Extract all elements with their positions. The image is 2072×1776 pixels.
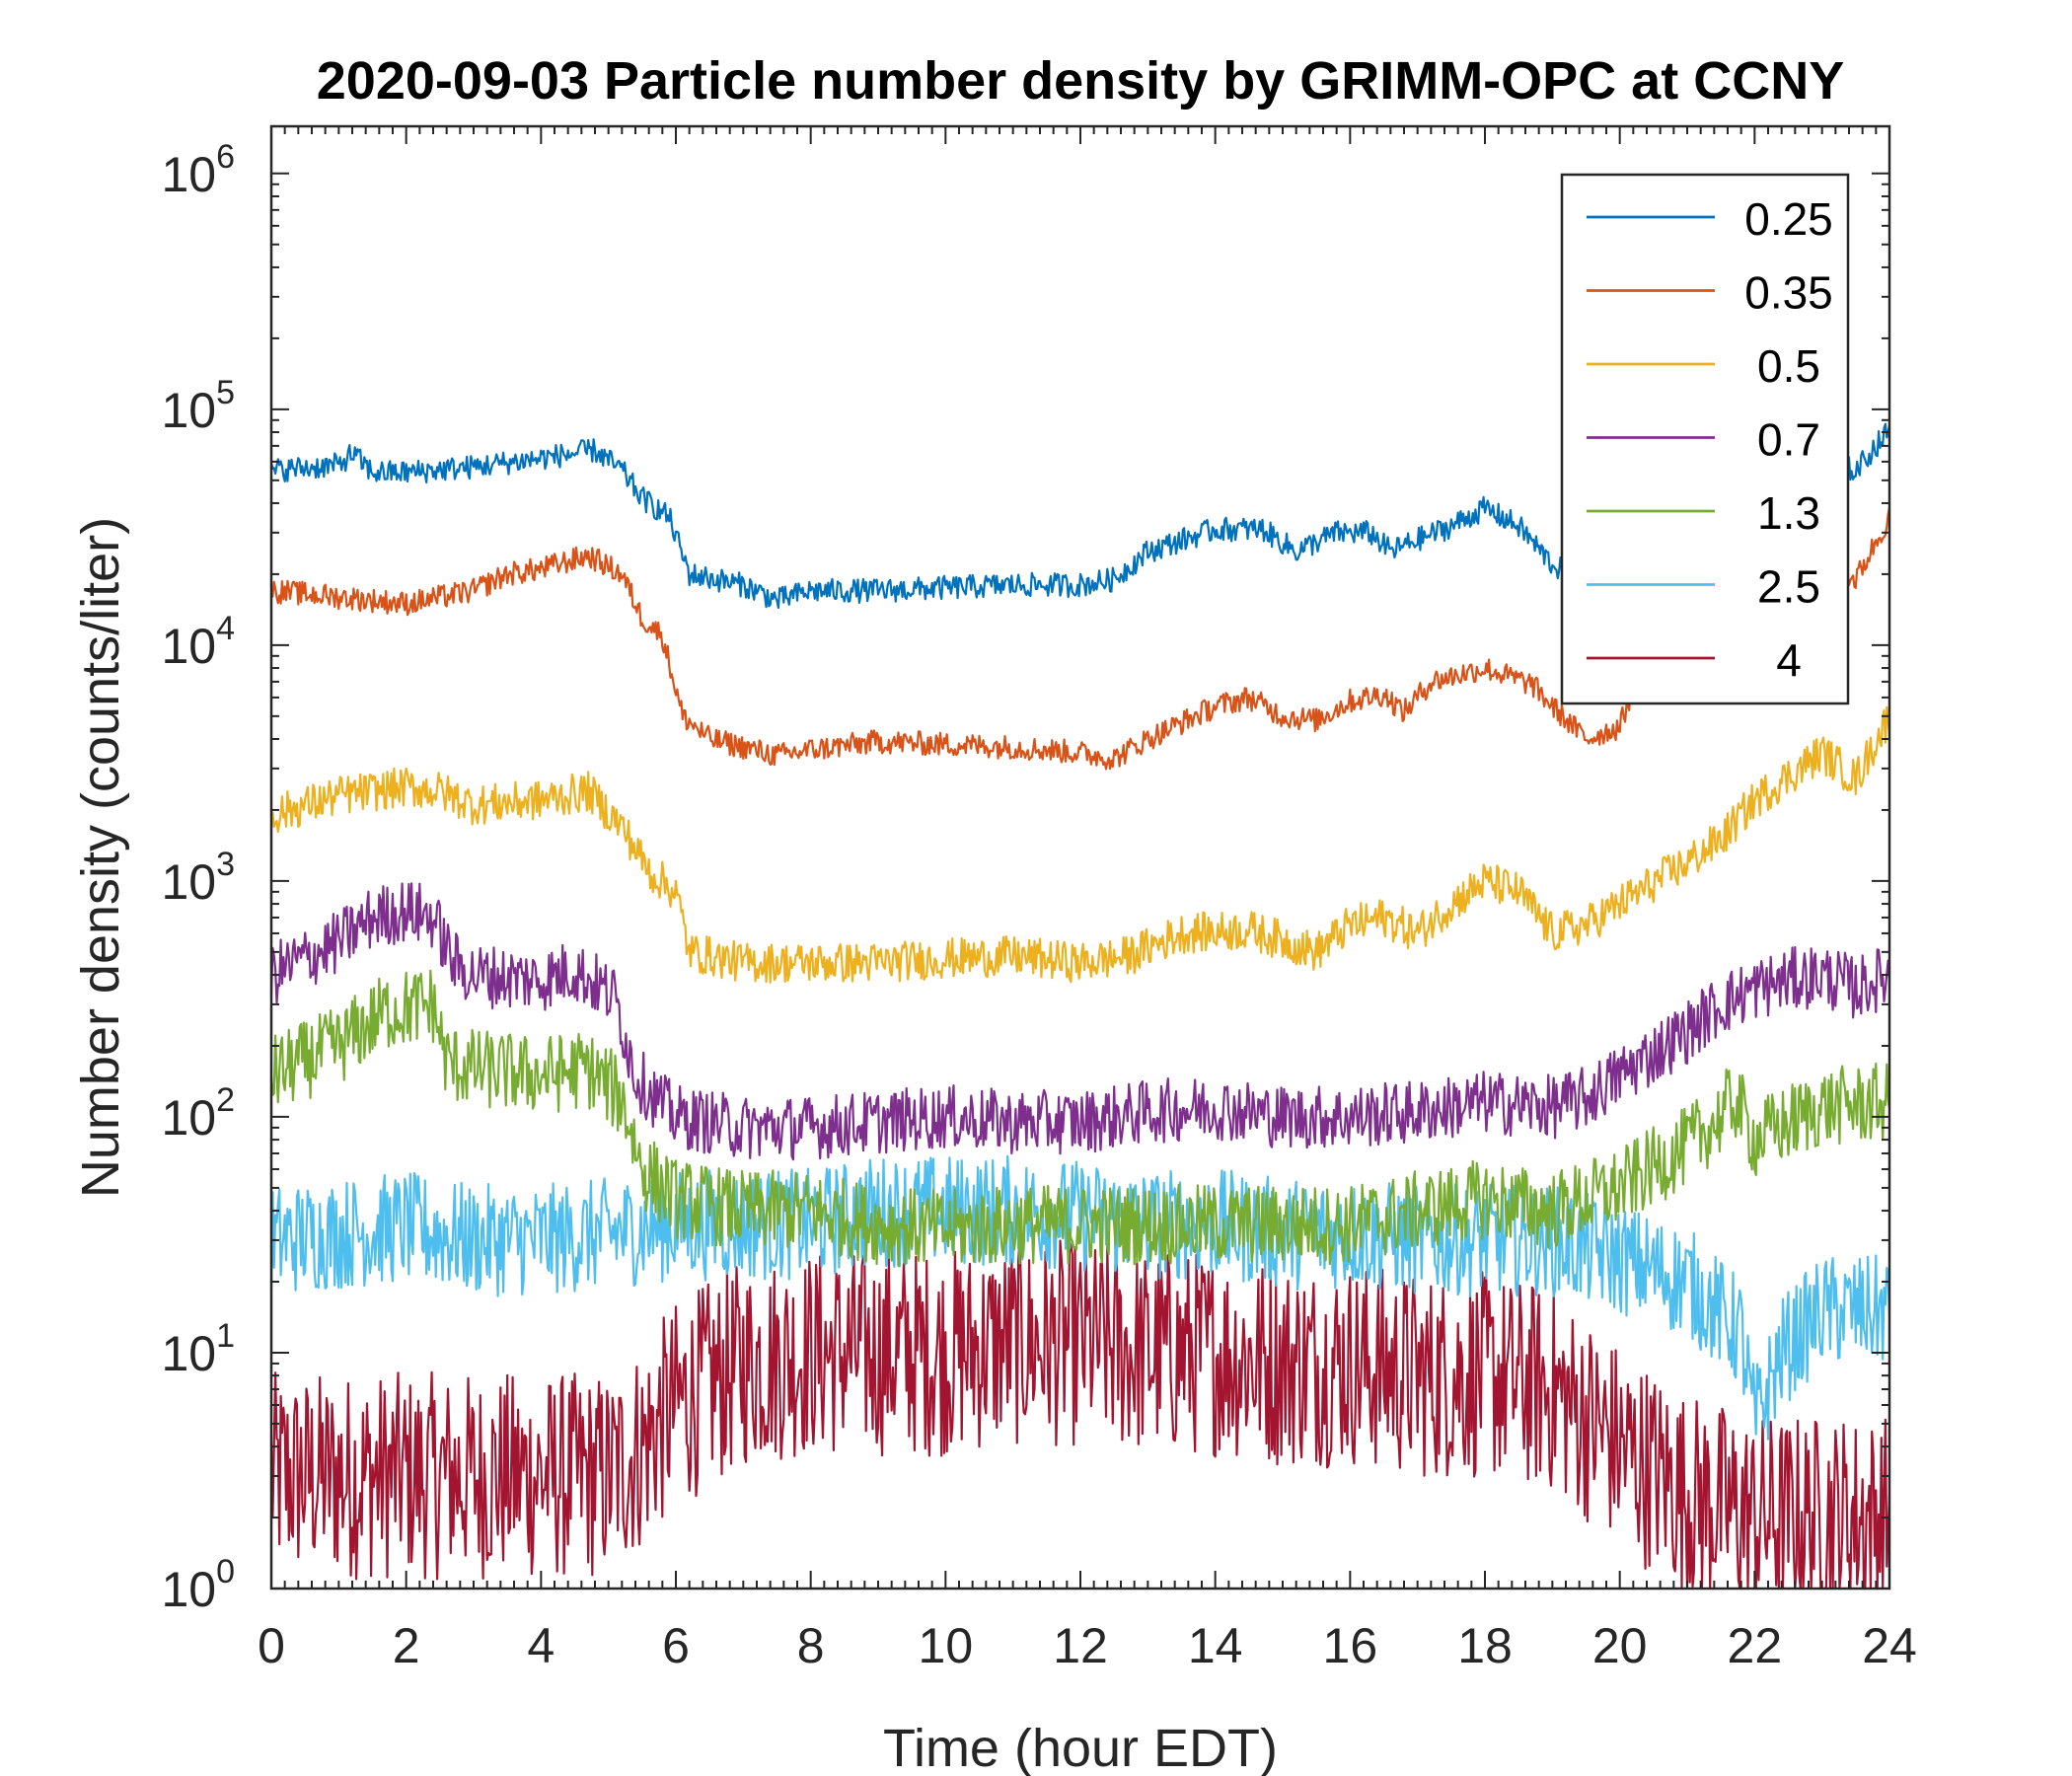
x-tick-label: 8 <box>797 1618 825 1673</box>
legend-label: 2.5 <box>1757 561 1820 613</box>
y-axis-label: Number density (counts/liter) <box>71 517 130 1198</box>
y-tick-label: 104 <box>161 610 235 674</box>
series-line-0.5 <box>269 705 1891 984</box>
legend-box <box>1560 173 1850 705</box>
x-tick-label: 20 <box>1592 1618 1648 1673</box>
series-line-1.3 <box>269 969 1891 1268</box>
y-tick-label: 102 <box>161 1081 235 1146</box>
x-axis-label: Time (hour EDT) <box>883 1719 1278 1776</box>
y-tick-label: 101 <box>161 1317 235 1381</box>
series-line-4 <box>269 1237 1891 1591</box>
y-tick-labels: 100 101 102 103 104 105 106 <box>161 138 235 1617</box>
y-tick-label: 100 <box>161 1553 235 1617</box>
y-tick-label: 106 <box>161 138 235 202</box>
x-tick-label: 4 <box>527 1618 555 1673</box>
x-tick-label: 2 <box>393 1618 420 1673</box>
x-tick-label: 18 <box>1457 1618 1513 1673</box>
x-tick-label: 16 <box>1323 1618 1378 1673</box>
x-tick-label: 22 <box>1728 1618 1783 1673</box>
legend: 0.25 0.35 0.5 0.7 1.3 2.5 4 <box>1560 173 1850 705</box>
chart-title: 2020-09-03 Particle number density by GR… <box>317 51 1844 111</box>
x-tick-label: 10 <box>919 1618 974 1673</box>
axes-group <box>269 124 1891 1591</box>
x-tick-label: 6 <box>662 1618 690 1673</box>
x-tick-label: 0 <box>258 1618 285 1673</box>
x-tick-label: 24 <box>1862 1618 1917 1673</box>
y-tick-label: 105 <box>161 374 235 438</box>
y-tick-label: 103 <box>161 846 235 910</box>
legend-label: 0.5 <box>1757 340 1820 392</box>
legend-label: 1.3 <box>1757 487 1820 539</box>
series-line-0.7 <box>269 882 1891 1161</box>
legend-label: 0.35 <box>1744 267 1833 319</box>
legend-label: 0.25 <box>1744 193 1833 245</box>
x-tick-label: 14 <box>1188 1618 1243 1673</box>
legend-label: 0.7 <box>1757 414 1820 466</box>
x-tick-label: 12 <box>1053 1618 1108 1673</box>
x-tick-labels: 0 2 4 6 8 10 12 14 16 18 20 22 24 <box>258 1618 1917 1673</box>
legend-label: 4 <box>1776 634 1802 686</box>
series-line-0.35 <box>270 506 1891 771</box>
